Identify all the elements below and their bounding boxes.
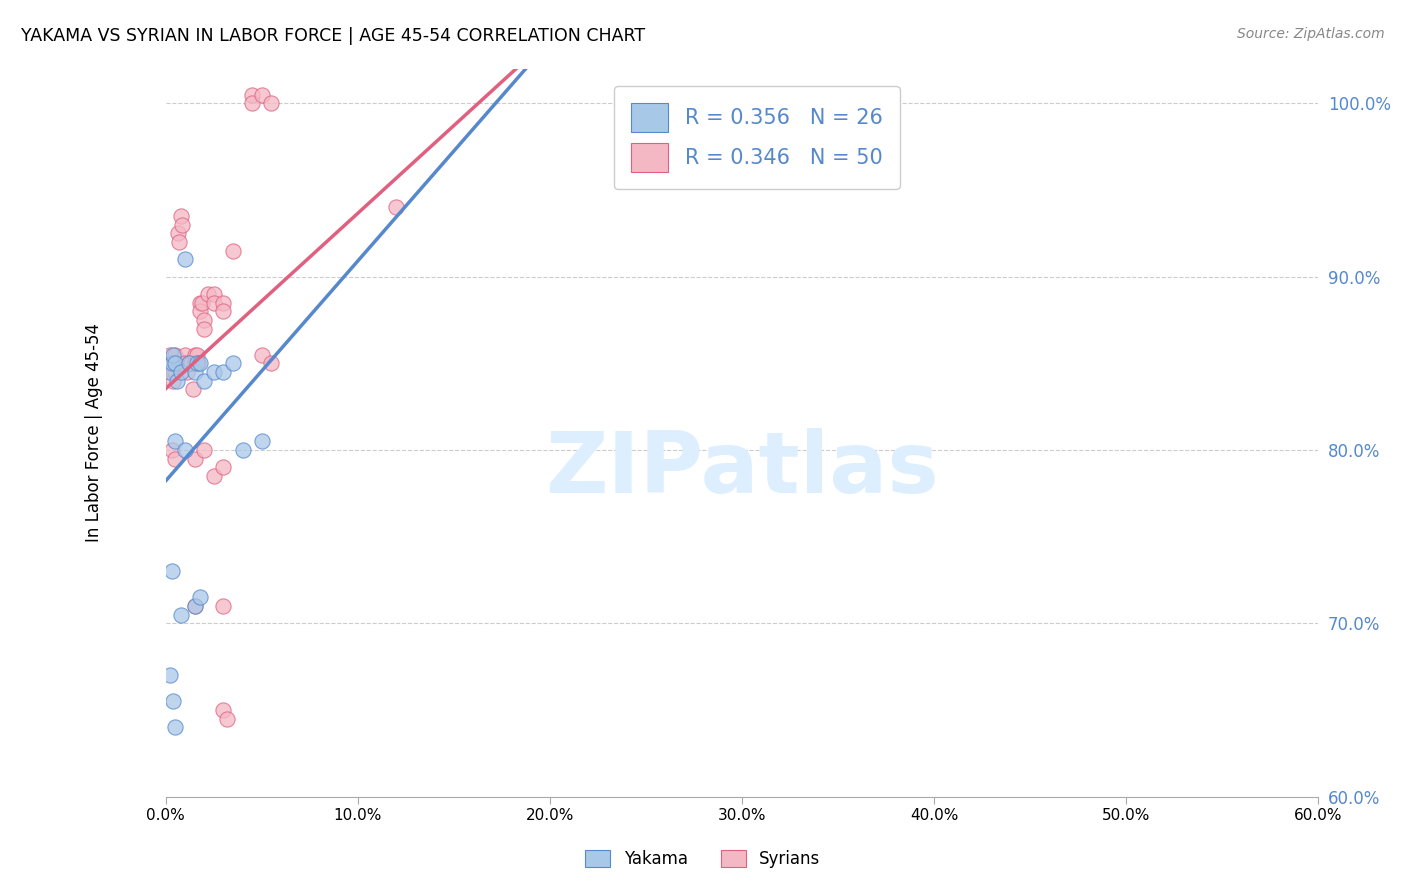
Point <box>260 96 283 111</box>
Point <box>162 365 184 379</box>
Point <box>183 365 205 379</box>
Point <box>240 96 263 111</box>
Point <box>186 348 208 362</box>
Point <box>202 295 225 310</box>
Point <box>165 434 187 449</box>
Point <box>212 460 235 475</box>
Point <box>167 235 190 249</box>
Point <box>193 374 215 388</box>
Point <box>193 321 215 335</box>
Point <box>174 348 197 362</box>
Point <box>183 348 205 362</box>
Point <box>187 356 209 370</box>
Point <box>159 668 181 682</box>
Point <box>250 348 273 362</box>
Point <box>212 703 235 717</box>
Point <box>167 226 190 240</box>
Point <box>160 356 183 370</box>
Point <box>177 356 200 370</box>
Point <box>165 348 187 362</box>
Point <box>190 295 212 310</box>
Point <box>160 356 183 370</box>
Point <box>162 348 184 362</box>
Y-axis label: In Labor Force | Age 45-54: In Labor Force | Age 45-54 <box>86 323 103 542</box>
Point <box>212 365 235 379</box>
Point <box>191 295 214 310</box>
Legend: R = 0.356   N = 26, R = 0.346   N = 50: R = 0.356 N = 26, R = 0.346 N = 50 <box>614 87 900 189</box>
Point <box>177 356 200 370</box>
Point <box>159 365 181 379</box>
Point <box>174 252 197 267</box>
Point <box>160 442 183 457</box>
Point <box>162 374 184 388</box>
Point <box>212 295 235 310</box>
Point <box>202 365 225 379</box>
Point <box>180 356 202 370</box>
Point <box>172 218 194 232</box>
Point <box>176 365 198 379</box>
Point <box>166 356 188 370</box>
Point <box>190 304 212 318</box>
Point <box>217 712 239 726</box>
Point <box>170 209 193 223</box>
Point <box>250 434 273 449</box>
Text: YAKAMA VS SYRIAN IN LABOR FORCE | AGE 45-54 CORRELATION CHART: YAKAMA VS SYRIAN IN LABOR FORCE | AGE 45… <box>21 27 645 45</box>
Point <box>190 591 212 605</box>
Point <box>159 348 181 362</box>
Point <box>186 356 208 370</box>
Text: Source: ZipAtlas.com: Source: ZipAtlas.com <box>1237 27 1385 41</box>
Point <box>193 442 215 457</box>
Point <box>165 451 187 466</box>
Point <box>183 599 205 613</box>
Point <box>240 87 263 102</box>
Point <box>197 286 219 301</box>
Point <box>202 286 225 301</box>
Point <box>190 356 212 370</box>
Point <box>232 442 254 457</box>
Point <box>165 365 187 379</box>
Point <box>174 356 197 370</box>
Point <box>212 599 235 613</box>
Point <box>181 382 204 396</box>
Point <box>260 356 283 370</box>
Point <box>222 356 245 370</box>
Point <box>385 200 408 214</box>
Point <box>160 564 183 578</box>
Point <box>165 720 187 734</box>
Point <box>183 356 205 370</box>
Point <box>166 374 188 388</box>
Point <box>202 469 225 483</box>
Legend: Yakama, Syrians: Yakama, Syrians <box>579 843 827 875</box>
Point <box>172 356 194 370</box>
Text: ZIPatlas: ZIPatlas <box>546 427 939 510</box>
Point <box>222 244 245 258</box>
Point <box>170 607 193 622</box>
Point <box>193 313 215 327</box>
Point <box>174 442 197 457</box>
Point <box>212 304 235 318</box>
Point <box>250 87 273 102</box>
Point <box>165 356 187 370</box>
Point <box>183 451 205 466</box>
Point <box>183 599 205 613</box>
Point <box>170 365 193 379</box>
Point <box>162 694 184 708</box>
